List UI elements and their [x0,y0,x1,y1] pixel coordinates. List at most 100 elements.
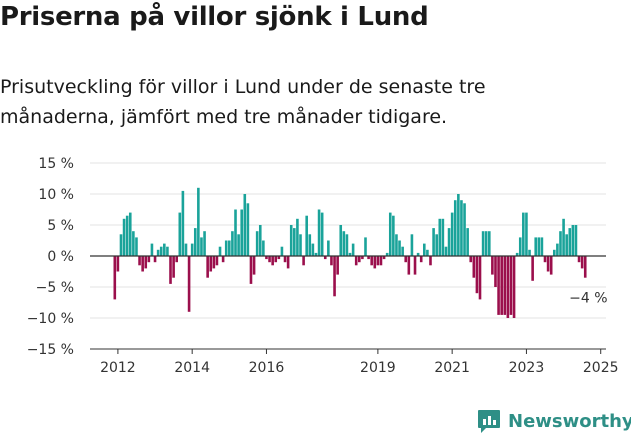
bar-2024-03 [568,228,572,256]
bars [113,187,587,318]
x-axis: 2012 2014 2016 2019 2021 2023 2025 [90,348,619,376]
bar-2023-04 [534,237,538,256]
bar-2015-10 [255,231,259,256]
bar-2016-05 [277,256,281,260]
bar-2019-09 [401,246,404,256]
bar-2016-11 [296,218,299,256]
bar-2017-10 [330,256,333,266]
bar-2014-02 [193,228,197,256]
bar-2022-01 [488,231,491,256]
bar-2018-11 [370,256,373,266]
bar-2021-02 [453,200,457,256]
bar-2012-04 [125,215,129,256]
bar-2016-12 [299,234,302,256]
bar-2024-02 [565,234,568,256]
y-tick-label: −10 % [27,311,74,327]
bar-2013-12 [187,256,191,312]
bar-2013-06 [169,256,172,284]
bar-2020-12 [447,228,451,256]
bar-2022-03 [494,256,497,287]
bar-2021-09 [475,256,479,294]
bar-2018-08 [361,256,364,260]
bar-2019-08 [398,240,401,256]
bar-2019-06 [392,215,395,256]
bar-2022-06 [503,256,507,315]
bar-2021-11 [481,231,485,256]
bar-2022-09 [512,256,516,318]
bar-2015-03 [234,209,237,256]
bar-2013-02 [156,249,160,256]
bar-2018-02 [342,231,346,256]
bar-2019-12 [410,234,414,256]
y-tick-label: 0 % [47,249,74,265]
bar-2022-10 [515,252,519,256]
y-axis-ticks: 15 % 10 % 5 % 0 % −5 % −10 % −15 % [27,156,74,358]
bar-2016-07 [283,256,287,263]
bar-2017-09 [327,240,330,256]
y-tick-label: −5 % [36,280,74,296]
bar-2012-06 [132,231,135,256]
bar-2013-08 [175,256,178,263]
bar-2017-01 [302,256,305,266]
bar-2016-09 [289,225,293,256]
bar-2016-02 [268,256,271,263]
bar-2016-10 [293,228,296,256]
bar-2012-11 [147,256,151,263]
bar-2015-08 [249,256,253,284]
bar-2024-06 [577,256,581,263]
bar-2023-03 [531,256,534,281]
bar-2013-10 [181,190,185,256]
bar-2016-01 [265,256,268,260]
bar-2016-04 [274,256,278,263]
bar-2013-01 [153,256,157,263]
chart-subtitle: Prisutveckling för villor i Lund under d… [0,76,486,128]
bar-2015-05 [240,209,243,256]
bar-2015-11 [258,225,262,256]
bar-2020-03 [419,256,423,263]
bar-2023-11 [556,243,559,256]
bar-2014-06 [206,256,209,278]
bar-2014-05 [203,231,206,256]
x-tick-label: 2025 [583,360,619,376]
bar-2023-05 [537,237,541,256]
bar-2021-01 [450,212,454,256]
bar-2013-07 [172,256,175,278]
bar-2012-05 [128,212,132,256]
bar-2015-12 [262,240,265,256]
x-tick-label: 2014 [174,360,210,376]
bar-2022-04 [497,256,500,315]
bar-2023-01 [525,212,528,256]
bar-2020-05 [426,249,429,256]
bar-2014-11 [221,256,225,263]
bar-2014-08 [212,256,216,269]
bar-2020-10 [441,218,445,256]
bar-2015-01 [228,240,231,256]
bar-2020-06 [429,256,432,266]
y-tick-label: 10 % [38,187,74,203]
bar-2016-08 [286,256,290,269]
x-tick-label: 2019 [360,360,396,376]
bar-2023-08 [546,256,550,272]
bar-2021-12 [484,231,488,256]
bar-2017-12 [336,256,339,275]
brand-name: Newsworthy [508,410,631,432]
bar-2022-02 [491,256,494,275]
bar-2012-12 [150,243,154,256]
bar-2012-08 [138,256,141,266]
chart-title: Priserna på villor sjönk i Lund [0,2,429,32]
bar-2022-07 [506,256,510,318]
bar-2019-11 [407,256,411,275]
bar-2022-11 [518,237,522,256]
bar-2019-05 [388,212,392,256]
bar-2024-07 [580,256,584,269]
bar-2018-06 [354,256,358,266]
bar-2014-12 [224,240,228,256]
bar-2020-02 [416,252,420,256]
bar-2011-12 [113,256,117,300]
bar-2012-02 [119,234,123,256]
bar-2013-11 [184,243,188,256]
bar-2024-04 [571,225,575,256]
bar-2017-07 [320,212,324,256]
bar-2023-06 [540,237,544,256]
